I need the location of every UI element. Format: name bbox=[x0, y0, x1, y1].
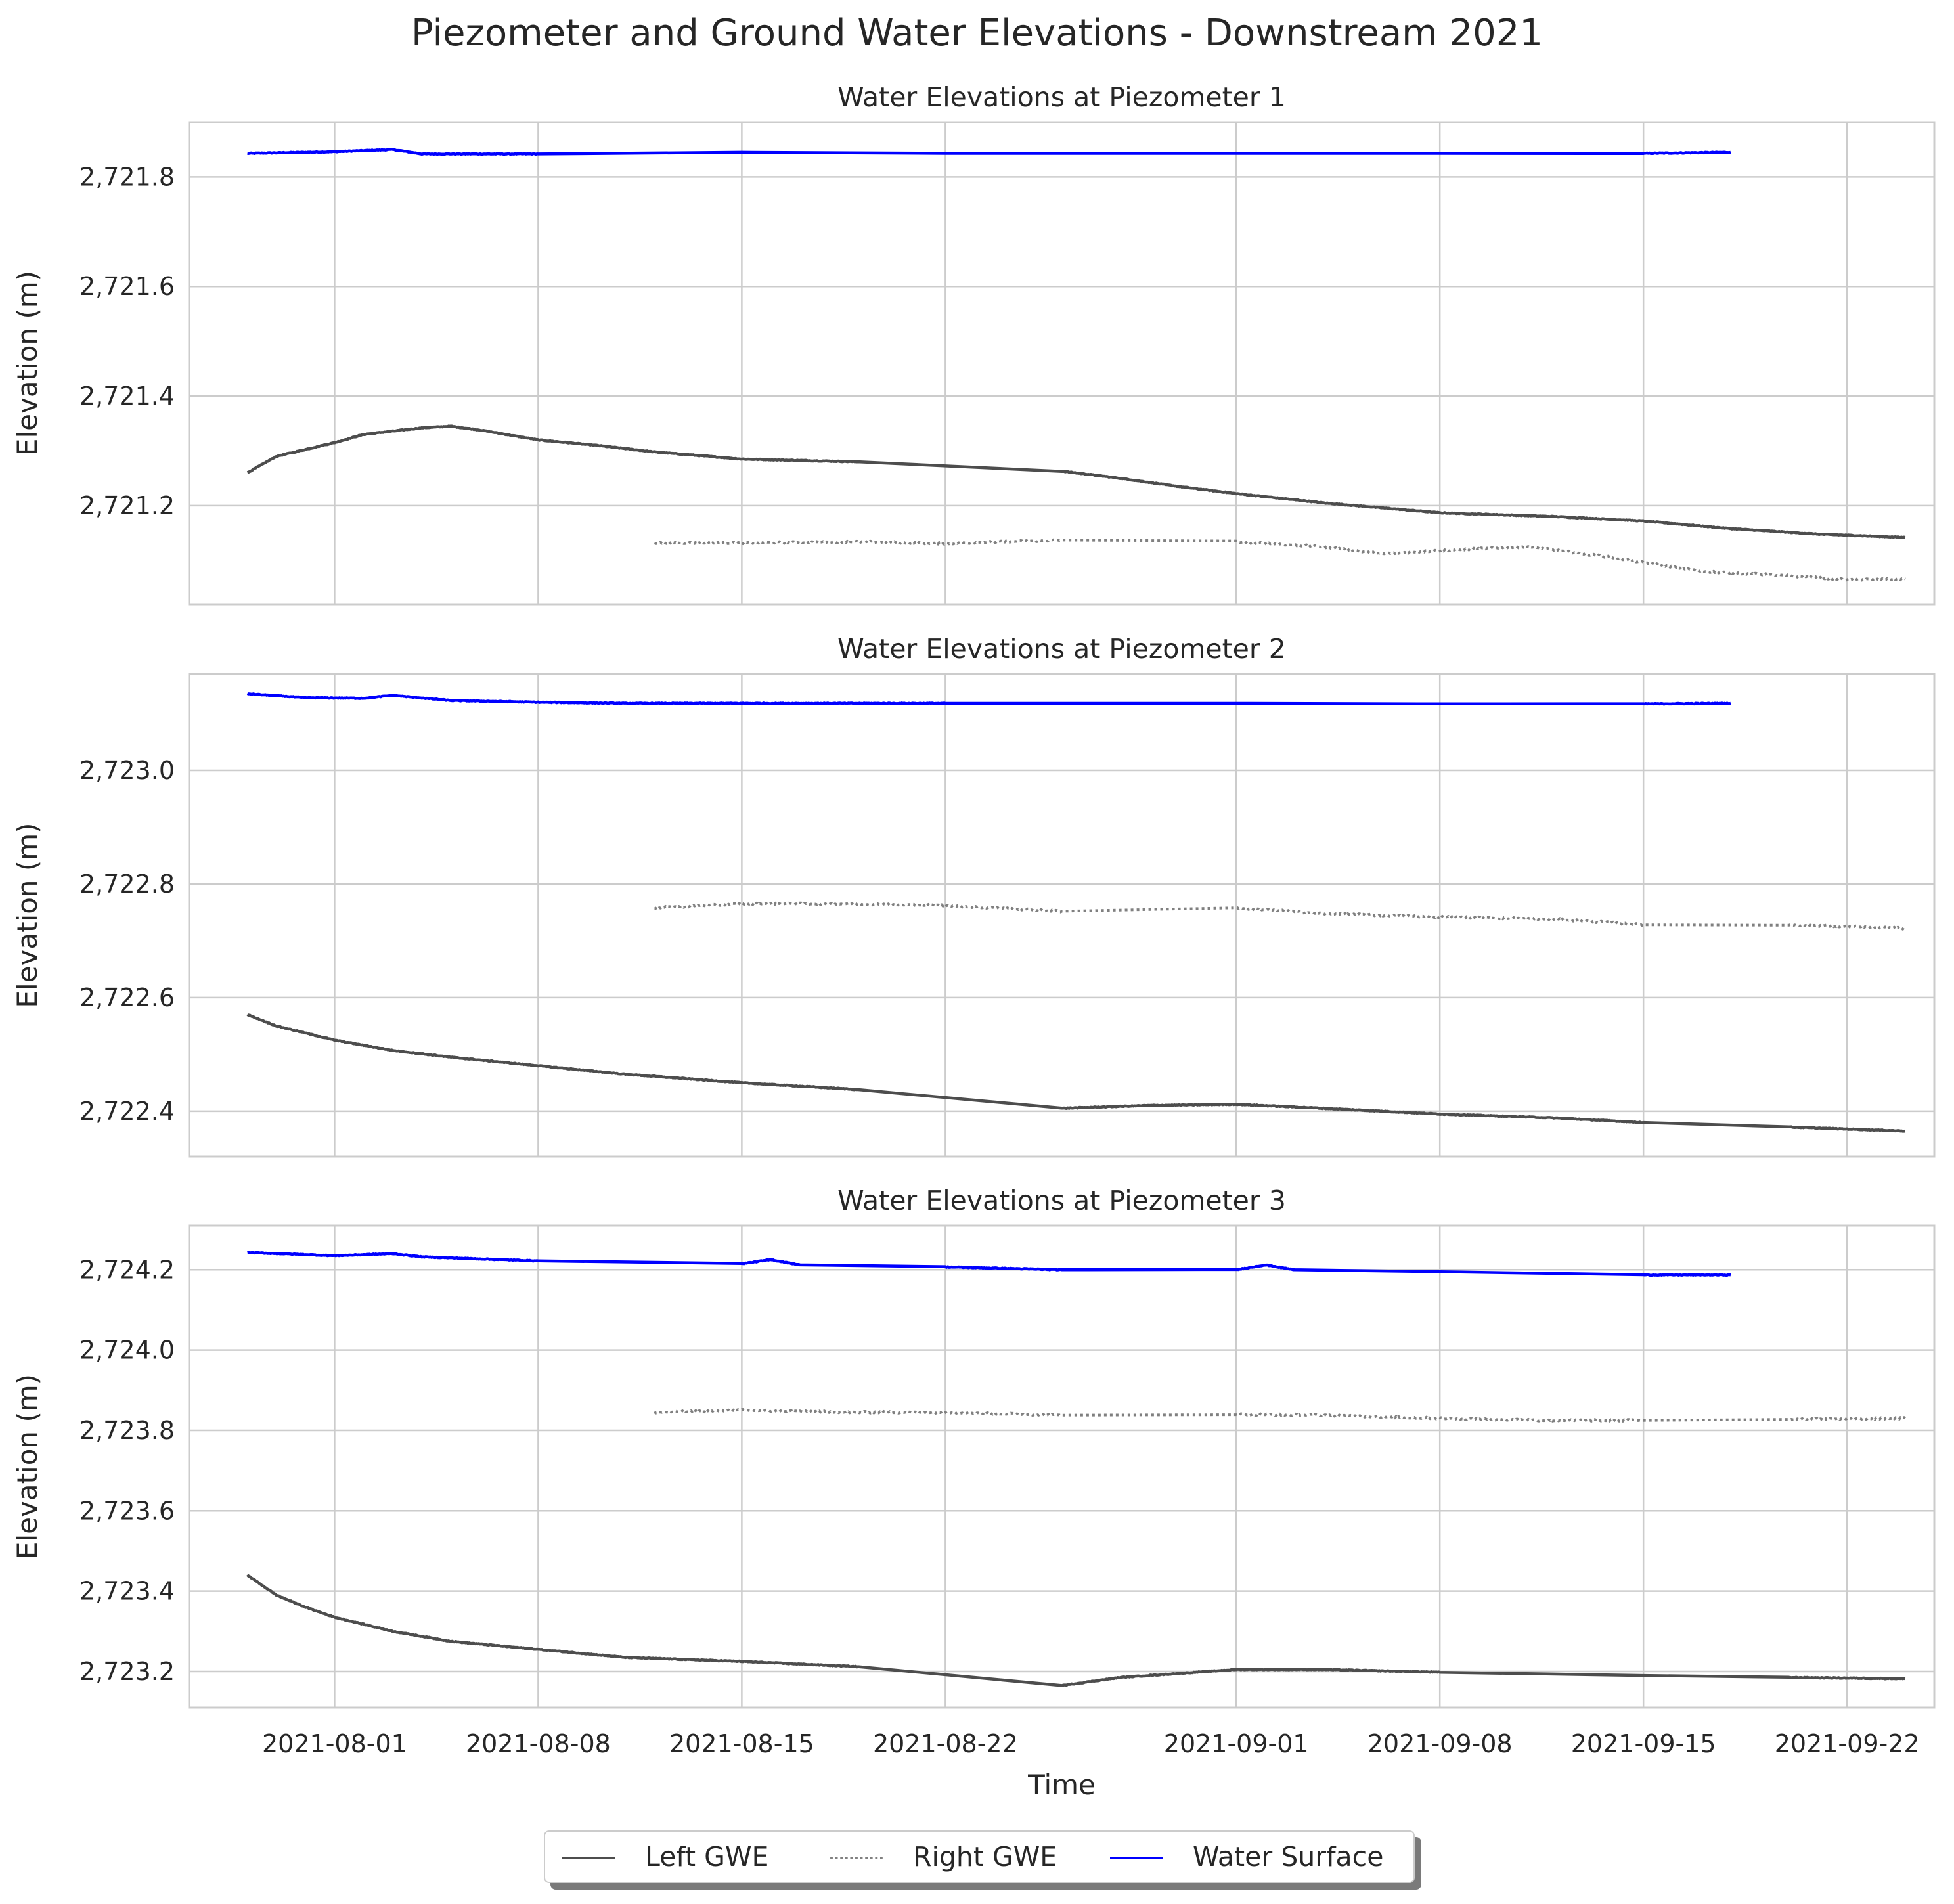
series-line-left-gwe bbox=[246, 424, 1906, 539]
x-tick-label: 2021-09-01 bbox=[1164, 1729, 1309, 1758]
legend-swatch-left-gwe bbox=[562, 1857, 615, 1859]
legend: Left GWE Right GWE Water Surface bbox=[544, 1830, 1415, 1883]
series-line-right-gwe bbox=[654, 538, 1906, 582]
plot-frame bbox=[188, 1224, 1936, 1709]
y-tick-label: 2,723.8 bbox=[79, 1416, 175, 1445]
y-tick-label: 2,723.4 bbox=[79, 1577, 175, 1606]
series-line-water-surface bbox=[247, 147, 1731, 156]
panel-title: Water Elevations at Piezometer 3 bbox=[837, 1185, 1286, 1216]
panel-title: Water Elevations at Piezometer 1 bbox=[837, 81, 1286, 113]
y-tick-label: 2,723.6 bbox=[79, 1496, 175, 1525]
y-tick-label: 2,722.8 bbox=[79, 870, 175, 898]
series-line-left-gwe bbox=[246, 1013, 1906, 1133]
y-tick-label: 2,724.2 bbox=[79, 1255, 175, 1284]
legend-label-right-gwe: Right GWE bbox=[913, 1841, 1057, 1872]
y-tick-label: 2,721.8 bbox=[79, 162, 175, 191]
x-tick-label: 2021-08-01 bbox=[262, 1729, 407, 1758]
y-axis-label: Elevation (m) bbox=[11, 271, 43, 456]
y-tick-label: 2,721.4 bbox=[79, 382, 175, 410]
x-axis-label: Time bbox=[1027, 1769, 1096, 1801]
y-tick-label: 2,724.0 bbox=[79, 1336, 175, 1365]
legend-label-left-gwe: Left GWE bbox=[645, 1841, 769, 1872]
series-line-water-surface bbox=[247, 1251, 1731, 1277]
series-line-water-surface bbox=[246, 692, 1731, 706]
legend-swatch-water-surface bbox=[1110, 1857, 1163, 1859]
y-axis-label: Elevation (m) bbox=[11, 1374, 43, 1559]
chart-title: Piezometer and Ground Water Elevations -… bbox=[411, 12, 1543, 55]
y-tick-label: 2,722.6 bbox=[79, 983, 175, 1012]
plot-frame bbox=[188, 673, 1936, 1158]
y-axis-label: Elevation (m) bbox=[11, 822, 43, 1007]
y-tick-label: 2,721.2 bbox=[79, 491, 175, 520]
plot-frame bbox=[188, 121, 1936, 606]
y-tick-label: 2,723.0 bbox=[79, 756, 175, 785]
x-tick-label: 2021-08-08 bbox=[466, 1729, 611, 1758]
x-tick-label: 2021-09-08 bbox=[1367, 1729, 1513, 1758]
y-tick-label: 2,722.4 bbox=[79, 1097, 175, 1126]
legend-label-water-surface: Water Surface bbox=[1193, 1841, 1384, 1872]
x-tick-label: 2021-08-22 bbox=[873, 1729, 1018, 1758]
x-tick-label: 2021-08-15 bbox=[669, 1729, 814, 1758]
y-tick-label: 2,723.2 bbox=[79, 1657, 175, 1686]
panel-title: Water Elevations at Piezometer 2 bbox=[837, 633, 1286, 665]
x-tick-label: 2021-09-15 bbox=[1571, 1729, 1716, 1758]
y-tick-label: 2,721.6 bbox=[79, 272, 175, 301]
series-line-right-gwe bbox=[653, 1408, 1906, 1423]
x-tick-label: 2021-09-22 bbox=[1775, 1729, 1920, 1758]
series-line-right-gwe bbox=[654, 901, 1907, 931]
series-line-left-gwe bbox=[246, 1574, 1906, 1687]
legend-swatch-right-gwe bbox=[830, 1857, 883, 1859]
